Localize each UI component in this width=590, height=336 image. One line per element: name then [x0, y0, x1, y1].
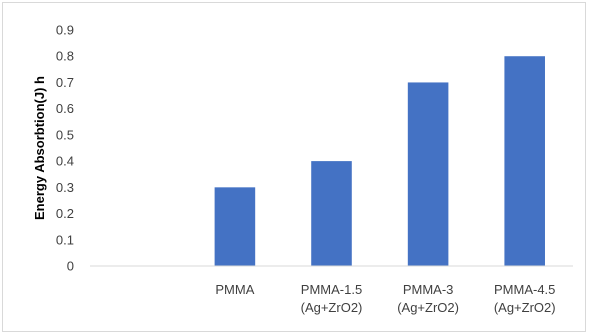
y-tick-label: 0.5 [56, 127, 74, 142]
bar [407, 82, 449, 266]
x-category-label: (Ag+ZrO2) [494, 300, 556, 315]
x-category-label: PMMA [215, 282, 254, 297]
y-tick-label: 0.4 [56, 154, 74, 169]
bar [214, 187, 256, 266]
y-tick-label: 0.6 [56, 101, 74, 116]
x-category-label: (Ag+ZrO2) [397, 300, 459, 315]
bar [504, 56, 545, 266]
y-tick-label: 0 [67, 259, 74, 274]
x-category-label: (Ag+ZrO2) [301, 300, 363, 315]
y-axis-title: Energy Absorbtion(J) h [32, 76, 47, 220]
y-tick-label: 0.3 [56, 180, 74, 195]
chart-area [2, 2, 586, 332]
bars [214, 56, 545, 266]
y-tick-label: 0.8 [56, 49, 74, 64]
y-tick-labels: 0 0.1 0.2 0.3 0.4 0.5 0.6 0.7 0.8 0.9 [56, 23, 74, 274]
x-category-label: PMMA-1.5 [301, 282, 362, 297]
y-tick-label: 0.7 [56, 75, 74, 90]
x-category-label: PMMA-3 [403, 282, 454, 297]
x-category-labels: PMMA PMMA-1.5 (Ag+ZrO2) PMMA-3 (Ag+ZrO2) PMMA… [215, 282, 555, 315]
bar [311, 161, 352, 266]
y-tick-label: 0.1 [56, 232, 74, 247]
y-tick-label: 0.2 [56, 206, 74, 221]
x-category-label: PMMA-4.5 [494, 282, 555, 297]
y-tick-label: 0.9 [56, 23, 74, 38]
